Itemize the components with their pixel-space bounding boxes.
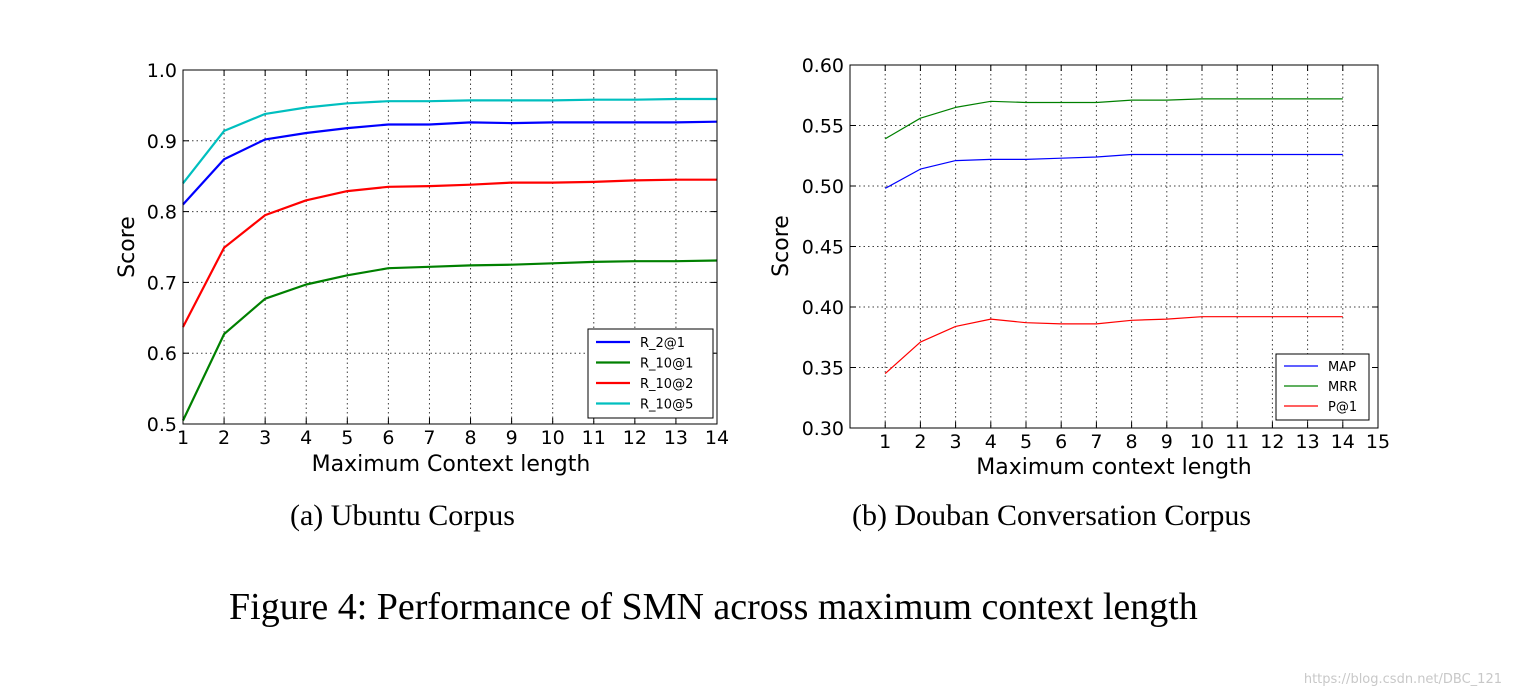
subcaption-douban: (b) Douban Conversation Corpus bbox=[852, 499, 1252, 532]
y-tick-label: 0.9 bbox=[147, 131, 177, 153]
x-tick-label: 13 bbox=[1296, 431, 1320, 453]
series-line-r-10-1 bbox=[182, 259, 718, 421]
x-tick-label: 5 bbox=[1020, 431, 1032, 453]
y-tick-label: 0.45 bbox=[802, 237, 844, 259]
y-tick-label: 0.50 bbox=[802, 176, 844, 198]
legend: MAP MRR P@1 bbox=[1275, 353, 1370, 421]
series-line-map bbox=[884, 153, 1343, 189]
series-line-p-1 bbox=[884, 316, 1343, 375]
legend: R_2@1 R_10@1 R_10@2 R_10@5 bbox=[587, 328, 714, 419]
series-line-r-2-1 bbox=[182, 120, 718, 206]
plot-frame bbox=[849, 64, 1379, 429]
chart-ubuntu: 1 2 3 4 5 6 7 8 9 10 11 12 13 140.50.60.70.80.91.0Max… bbox=[115, 60, 729, 477]
x-tick-label: 14 bbox=[705, 427, 729, 449]
watermark: https://blog.csdn.net/DBC_121 bbox=[1303, 672, 1502, 687]
legend-label: R_10@1 bbox=[640, 357, 693, 372]
x-tick-label: 4 bbox=[300, 427, 312, 449]
x-tick-label: 15 bbox=[1366, 431, 1390, 453]
legend-label: MRR bbox=[1328, 380, 1357, 395]
x-tick-label: 2 bbox=[914, 431, 926, 453]
series-line-r-10-2 bbox=[182, 178, 717, 328]
chart-douban: 1 2 3 4 5 6 7 8 9 10 11 12 13 14 150.300.350.400.450.5… bbox=[769, 55, 1390, 480]
x-tick-label: 8 bbox=[1126, 431, 1138, 453]
x-tick-label: 7 bbox=[1090, 431, 1102, 453]
y-tick-label: 0.60 bbox=[802, 55, 844, 77]
subcaption-ubuntu: (a) Ubuntu Corpus bbox=[290, 499, 515, 532]
y-tick-label: 0.5 bbox=[147, 414, 177, 436]
series-line-r-10-5 bbox=[182, 97, 717, 184]
x-axis-label: Maximum Context length bbox=[312, 452, 591, 477]
x-tick-label: 9 bbox=[1161, 431, 1173, 453]
y-tick-label: 0.7 bbox=[147, 272, 177, 294]
legend-box bbox=[1275, 353, 1370, 421]
x-tick-label: 9 bbox=[506, 427, 518, 449]
y-tick-label: 0.8 bbox=[147, 202, 177, 224]
x-tick-label: 6 bbox=[1055, 431, 1067, 453]
x-tick-label: 8 bbox=[464, 427, 476, 449]
x-tick-label: 3 bbox=[950, 431, 962, 453]
legend-label: MAP bbox=[1328, 360, 1356, 375]
x-tick-label: 4 bbox=[985, 431, 997, 453]
y-tick-label: 0.6 bbox=[147, 343, 177, 365]
figure-caption: Figure 4: Performance of SMN across maxi… bbox=[229, 586, 1198, 628]
legend-label: P@1 bbox=[1328, 400, 1357, 415]
x-tick-label: 2 bbox=[218, 427, 230, 449]
x-tick-label: 10 bbox=[1190, 431, 1214, 453]
x-tick-label: 5 bbox=[341, 427, 353, 449]
y-tick-label: 1.0 bbox=[147, 60, 177, 82]
x-tick-label: 12 bbox=[623, 427, 647, 449]
legend-label: R_10@2 bbox=[640, 377, 693, 392]
x-tick-label: 13 bbox=[664, 427, 688, 449]
x-tick-label: 7 bbox=[423, 427, 435, 449]
x-tick-label: 11 bbox=[1225, 431, 1249, 453]
x-axis-label: Maximum context length bbox=[976, 455, 1251, 480]
y-axis-label: Score bbox=[115, 216, 140, 278]
x-tick-label: 1 bbox=[177, 427, 189, 449]
x-tick-label: 14 bbox=[1331, 431, 1355, 453]
y-tick-label: 0.30 bbox=[802, 418, 844, 440]
x-tick-label: 10 bbox=[541, 427, 565, 449]
x-tick-label: 11 bbox=[582, 427, 606, 449]
series-line-mrr bbox=[884, 98, 1343, 140]
y-axis-label: Score bbox=[769, 215, 794, 277]
x-tick-label: 1 bbox=[879, 431, 891, 453]
x-tick-label: 3 bbox=[259, 427, 271, 449]
legend-label: R_2@1 bbox=[640, 336, 685, 351]
y-tick-label: 0.40 bbox=[802, 297, 844, 319]
plot-frame bbox=[182, 69, 718, 425]
y-tick-label: 0.55 bbox=[802, 116, 844, 138]
x-tick-label: 6 bbox=[382, 427, 394, 449]
legend-label: R_10@5 bbox=[640, 398, 693, 413]
x-tick-label: 12 bbox=[1260, 431, 1284, 453]
y-tick-label: 0.35 bbox=[802, 358, 844, 380]
